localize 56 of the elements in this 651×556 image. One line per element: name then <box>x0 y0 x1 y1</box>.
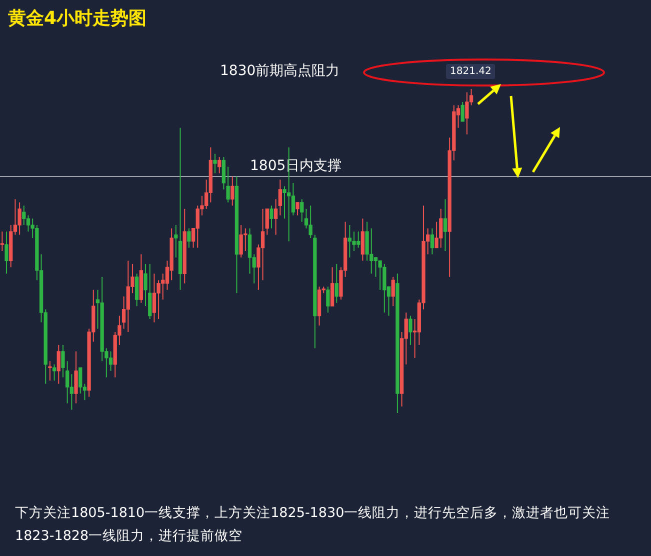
candlestick <box>22 205 26 226</box>
chart-title: 黄金4小时走势图 <box>8 7 147 30</box>
candlestick <box>460 101 464 122</box>
candlestick <box>230 176 234 206</box>
candlestick <box>248 228 252 274</box>
candlestick <box>152 273 156 323</box>
candlestick <box>430 228 434 255</box>
candlestick <box>274 198 278 236</box>
candlestick <box>365 221 369 262</box>
candlestick <box>391 276 395 307</box>
candlestick <box>213 153 217 174</box>
candlestick <box>4 231 8 274</box>
candlestick <box>65 360 70 404</box>
candlestick <box>260 208 265 281</box>
text: 1821.42 <box>446 64 496 79</box>
candlestick <box>144 263 148 307</box>
candlestick <box>222 156 226 190</box>
candlestick <box>18 202 22 236</box>
candlestick <box>352 231 356 252</box>
candlestick <box>291 182 296 216</box>
candlestick <box>374 256 378 278</box>
candlestick <box>360 218 365 262</box>
candlestick <box>278 179 282 216</box>
candlestick <box>26 214 30 232</box>
candlestick <box>61 344 65 378</box>
candlestick <box>78 367 82 394</box>
candlestick <box>56 344 60 384</box>
candlestick <box>378 260 382 290</box>
candlestick <box>48 360 52 382</box>
candlestick <box>226 166 230 203</box>
candlestick <box>465 92 469 135</box>
candlestick <box>443 198 448 252</box>
candlestick <box>218 156 222 174</box>
candlestick <box>70 374 74 410</box>
candlestick <box>308 205 312 239</box>
candlestick <box>108 350 113 372</box>
text: 下方关注1805-1810一线支撑，上方关注1825-1830一线阻力，进行先空后多，激进者也可关注1823-1828一线阻力，进行提前做空 <box>15 504 612 546</box>
candlestick <box>434 221 438 248</box>
candlestick <box>326 286 330 314</box>
candlestick <box>187 228 191 248</box>
candlestick <box>0 231 4 252</box>
candlestick <box>408 315 412 346</box>
candlestick <box>296 202 300 216</box>
candlestick <box>174 224 178 258</box>
candlestick <box>74 350 78 404</box>
candlestick <box>270 205 274 229</box>
candlestick <box>156 280 160 320</box>
candlestick <box>282 186 286 220</box>
candlestick <box>330 266 334 307</box>
candlestick <box>300 198 304 222</box>
candlestick <box>134 273 139 307</box>
candlestick <box>239 224 243 258</box>
candlestick <box>148 263 152 320</box>
text: 1830前期高点阻力 <box>220 62 340 80</box>
candlestick <box>265 208 269 236</box>
candlestick <box>334 263 338 304</box>
